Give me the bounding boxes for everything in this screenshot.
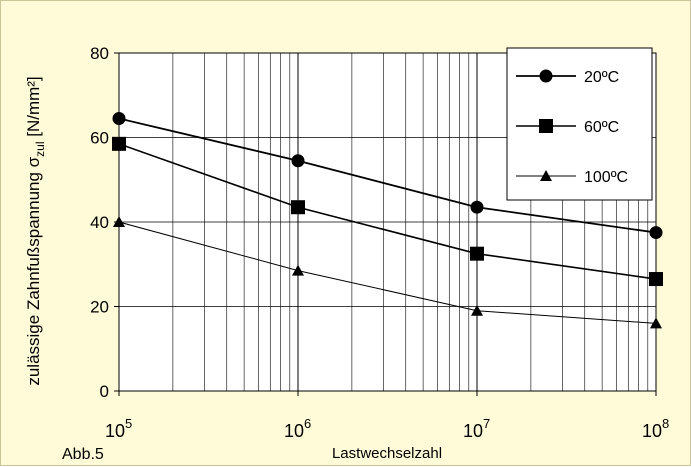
y-tick-label: 0 xyxy=(100,382,109,401)
data-point-square xyxy=(470,246,484,261)
data-point-circle xyxy=(649,226,663,240)
data-point-circle xyxy=(470,200,484,214)
legend-label: 100ºC xyxy=(584,169,628,186)
data-point-circle xyxy=(112,111,126,125)
legend-marker-triangle xyxy=(540,170,552,181)
data-point-triangle xyxy=(471,304,483,316)
x-tick-label: 108 xyxy=(642,416,669,441)
series-line-square xyxy=(118,143,657,280)
x-tick-label: 107 xyxy=(463,416,490,441)
x-tick-label: 105 xyxy=(105,416,132,441)
data-point-square xyxy=(649,272,663,287)
y-tick-label: 40 xyxy=(90,213,109,232)
x-axis-label: Lastwechselzahl xyxy=(332,445,442,462)
data-point-triangle xyxy=(650,317,662,329)
series-line-circle xyxy=(118,117,657,234)
y-tick-label: 60 xyxy=(90,129,109,148)
y-tick-label: 20 xyxy=(90,298,109,317)
legend-label: 60ºC xyxy=(584,119,619,136)
figure-caption: Abb.5 xyxy=(62,446,104,463)
y-axis-label: zulässige Zahnfußspannung σzul [N/mm²] xyxy=(24,76,47,385)
y-tick-label: 80 xyxy=(90,44,109,63)
data-point-triangle xyxy=(113,216,125,227)
legend-box xyxy=(506,47,653,201)
legend-label: 20ºC xyxy=(584,69,619,86)
data-point-square xyxy=(291,200,305,215)
data-point-triangle xyxy=(292,264,304,276)
data-point-square xyxy=(112,136,126,151)
legend-marker-circle xyxy=(539,69,553,83)
data-point-circle xyxy=(291,154,305,168)
x-tick-label: 106 xyxy=(284,416,311,441)
series-line-triangle xyxy=(118,221,657,324)
legend-marker-square xyxy=(539,119,553,133)
